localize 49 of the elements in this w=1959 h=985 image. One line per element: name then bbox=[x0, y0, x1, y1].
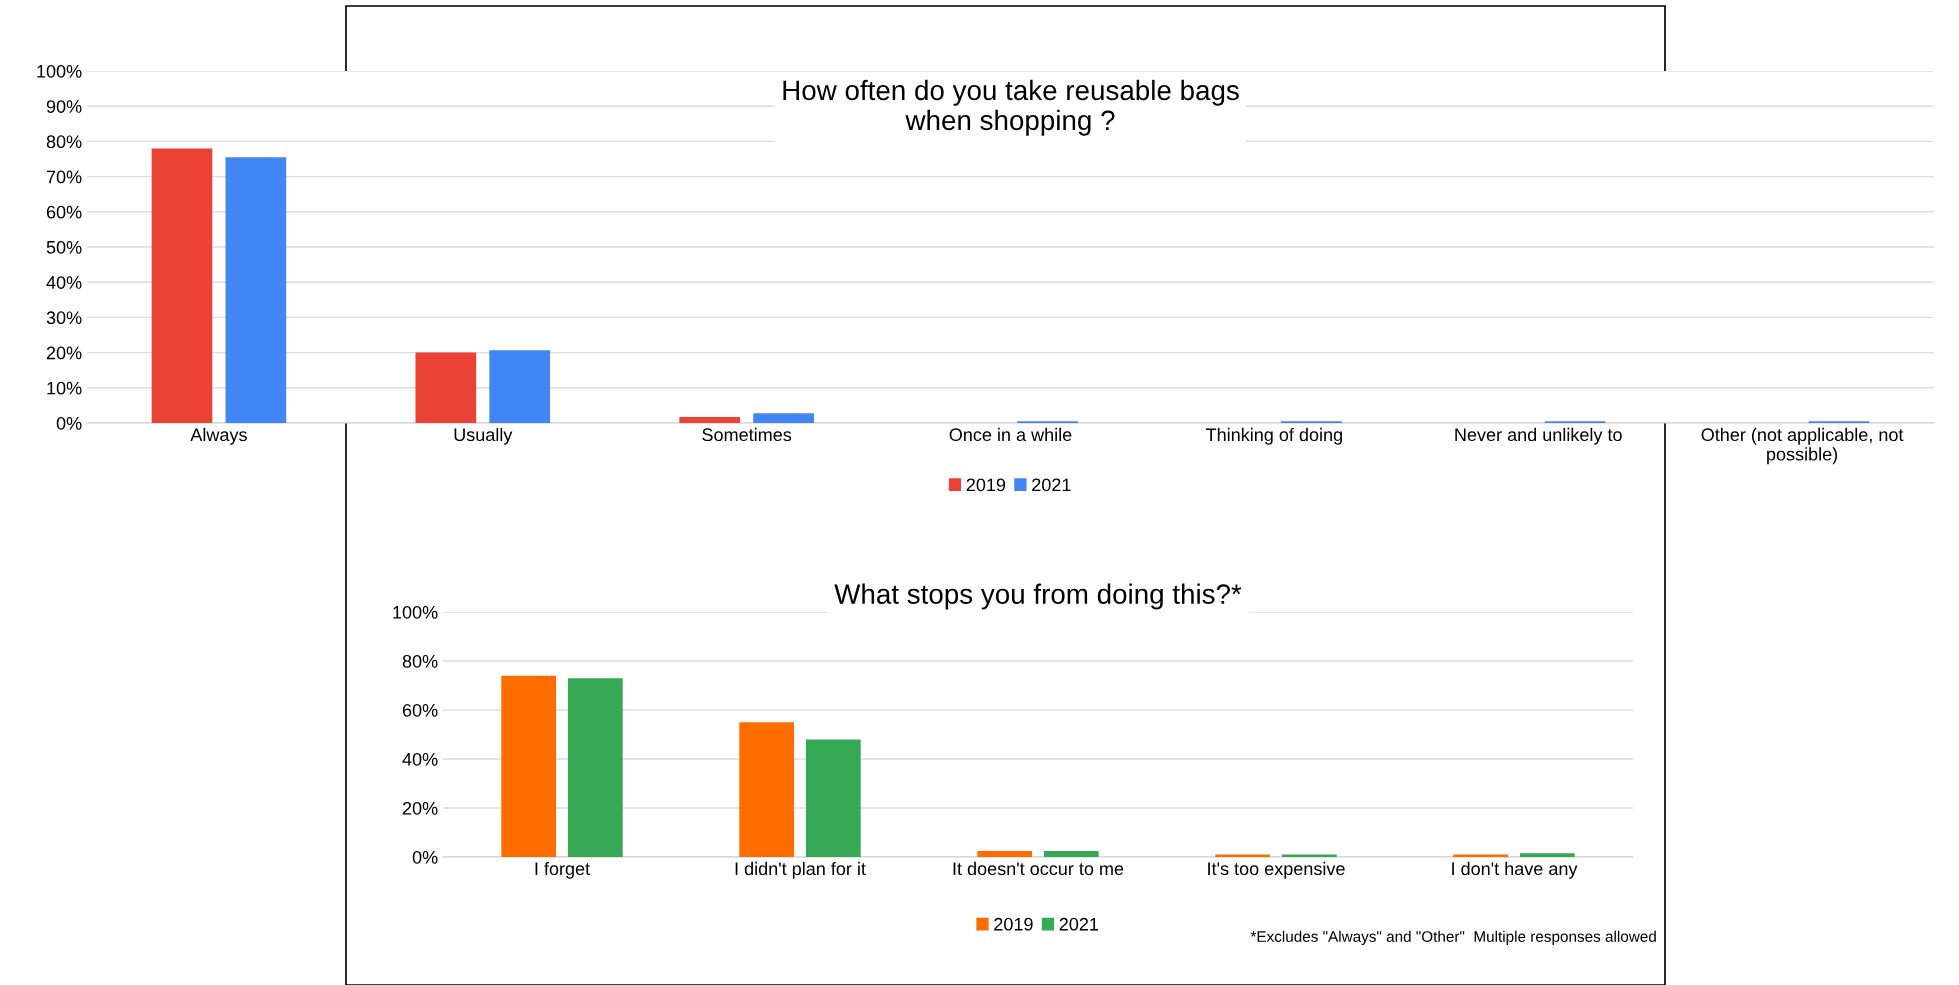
bar bbox=[1043, 850, 1099, 857]
text: *Excludes "Always" and "Other" Multiple responses allowed bbox=[1250, 930, 1656, 945]
y-tick-label: 80% bbox=[402, 654, 438, 668]
x-tick-label: Thinking of doing bbox=[1206, 427, 1342, 445]
bar bbox=[225, 157, 287, 423]
y-tick-label: 20% bbox=[402, 801, 438, 815]
y-tick-label: 50% bbox=[46, 240, 82, 254]
bar bbox=[753, 413, 814, 423]
y-tick-label: 80% bbox=[46, 135, 82, 149]
bar bbox=[805, 739, 861, 857]
legend-label: 2019 bbox=[994, 917, 1033, 931]
bar bbox=[567, 678, 623, 857]
y-tick-label: 70% bbox=[46, 170, 82, 184]
x-tick-label: I didn't plan for it bbox=[735, 861, 866, 879]
bar bbox=[739, 722, 795, 857]
y-tick-label: 100% bbox=[393, 605, 438, 619]
y-tick-label: 60% bbox=[402, 703, 438, 717]
x-tick-label: Always bbox=[190, 427, 247, 445]
x-tick-label: Once in a while bbox=[949, 427, 1072, 442]
y-tick-label: 0% bbox=[56, 416, 82, 430]
bar bbox=[1519, 853, 1575, 857]
x-tick-label: Sometimes bbox=[702, 427, 792, 442]
legend-label: 2019 bbox=[966, 478, 1006, 492]
y-tick-label: 40% bbox=[402, 752, 438, 766]
y-tick-label: 100% bbox=[37, 64, 82, 78]
bar bbox=[415, 352, 477, 423]
bar bbox=[151, 148, 213, 423]
y-tick-label: 40% bbox=[46, 276, 82, 289]
x-tick-label: I don't have any bbox=[1452, 861, 1578, 879]
y-tick-label: 90% bbox=[46, 100, 82, 113]
x-tick-label: Never and unlikely to bbox=[1455, 427, 1622, 445]
x-tick-label: It's too expensive bbox=[1208, 861, 1345, 879]
x-tick-label: I forget bbox=[535, 861, 590, 879]
y-tick-label: 30% bbox=[46, 311, 82, 325]
y-tick-label: 60% bbox=[46, 205, 82, 219]
y-tick-label: 0% bbox=[412, 850, 438, 864]
y-tick-label: 20% bbox=[46, 346, 82, 360]
y-tick-label: 10% bbox=[47, 381, 82, 395]
x-tick-label: It doesn't occur to me bbox=[953, 861, 1124, 876]
chart-title: What stops you from doing this?* bbox=[834, 583, 1242, 610]
x-tick-label: Other (not applicable, not possible) bbox=[1701, 427, 1904, 465]
bar bbox=[679, 417, 741, 423]
legend-label: 2021 bbox=[1059, 917, 1099, 931]
bar bbox=[501, 675, 557, 857]
bar bbox=[489, 350, 551, 423]
legend-label: 2021 bbox=[1032, 478, 1071, 492]
bar bbox=[977, 850, 1033, 857]
x-tick-label: Usually bbox=[454, 427, 513, 445]
text: How often do you take reusable bags when shopping ? bbox=[783, 79, 1239, 136]
